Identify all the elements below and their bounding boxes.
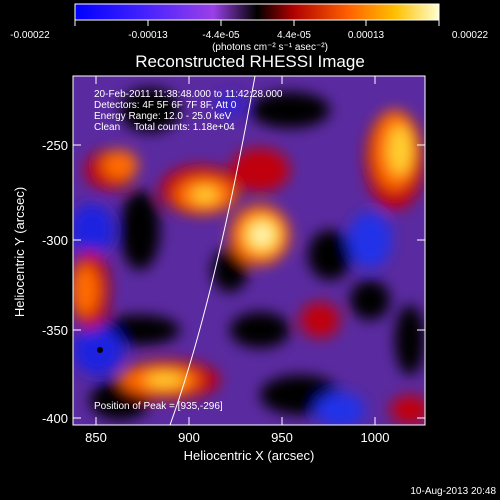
- info-detectors: Detectors: 4F 5F 6F 7F 8F, Att 0: [94, 100, 237, 111]
- colorbar-tick-label: 4.4e-05: [277, 30, 311, 41]
- dark-spot: [97, 347, 103, 353]
- colorbar-tick-label: 0.00013: [348, 30, 385, 41]
- y-tick-label: -250: [42, 138, 68, 153]
- colorbar-unit-label: (photons cm⁻² s⁻¹ asec⁻²): [212, 42, 328, 53]
- x-tick-label: 950: [271, 430, 293, 445]
- info-time-range: 20-Feb-2011 11:38:48.000 to 11:42:28.000: [94, 89, 283, 100]
- colorbar: -0.00022 -0.00013 -4.4e-05 4.4e-05 0.000…: [10, 3, 489, 53]
- x-tick-label: 1000: [361, 430, 390, 445]
- y-tick-label: -350: [42, 323, 68, 338]
- plot-frame: [72, 75, 426, 426]
- y-tick-label: -300: [42, 233, 68, 248]
- y-tick-label: -400: [42, 411, 68, 426]
- rhessi-image: [73, 76, 425, 425]
- y-axis-label: Heliocentric Y (arcsec): [12, 187, 27, 317]
- timestamp: 10-Aug-2013 20:48: [410, 486, 496, 497]
- x-tick-label: 900: [178, 430, 200, 445]
- peak-position-text: Position of Peak = [935,-296]: [94, 401, 223, 412]
- solar-limb-line: [169, 76, 256, 425]
- colorbar-tick-label: -0.00022: [10, 30, 50, 41]
- info-energy-range: Energy Range: 12.0 - 25.0 keV: [94, 111, 232, 122]
- x-tick-label: 850: [85, 430, 107, 445]
- plot-title: Reconstructed RHESSI Image: [135, 52, 365, 71]
- colorbar-tick-label: -4.4e-05: [202, 30, 240, 41]
- colorbar-tick-label: -0.00013: [128, 30, 168, 41]
- x-axis-label: Heliocentric X (arcsec): [184, 448, 315, 463]
- colorbar-gradient: [74, 3, 440, 21]
- colorbar-tick-label: 0.00022: [452, 30, 489, 41]
- info-clean-counts: Clean Total counts: 1.18e+04: [94, 122, 235, 133]
